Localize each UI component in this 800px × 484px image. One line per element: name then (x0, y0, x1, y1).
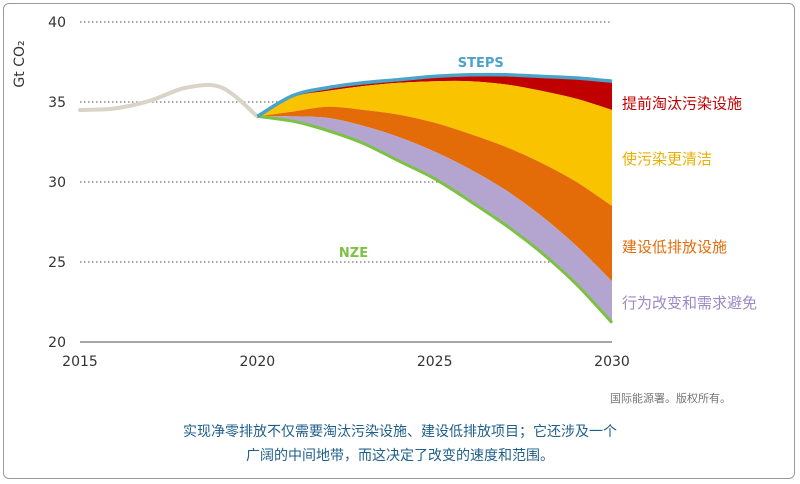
wedge-areas (257, 74, 612, 323)
nze-label: NZE (339, 246, 368, 261)
wedge-area-2 (257, 80, 612, 206)
wedge-label-1: 提前淘汰污染设施 (622, 94, 742, 112)
nze-line (257, 114, 614, 324)
steps-line (256, 72, 613, 118)
y-tick-label-40: 40 (48, 15, 66, 31)
x-tick-label-2030: 2030 (594, 354, 630, 370)
historical-line (78, 82, 260, 119)
y-tick-label-30: 30 (48, 175, 66, 191)
series-lines (78, 72, 614, 324)
y-tick-label-25: 25 (48, 255, 66, 271)
grid-lines (80, 21, 612, 263)
copyright-note: 国际能源署。版权所有。 (610, 392, 731, 405)
x-tick-label-2025: 2025 (417, 354, 453, 370)
wedge-label-4: 行为改变和需求避免 (622, 294, 757, 312)
y-axis-label: Gt CO₂ (12, 40, 28, 87)
wedge-label-2: 使污染更清洁 (622, 150, 712, 168)
y-tick-label-35: 35 (48, 95, 66, 111)
caption-line-2: 广阔的中间地带，而这决定了改变的速度和范围。 (246, 448, 554, 464)
wedge-area-4 (257, 116, 612, 323)
wedge-label-3: 建设低排放设施 (622, 238, 727, 256)
wedge-area-3 (257, 106, 612, 282)
x-tick-label-2015: 2015 (62, 354, 98, 370)
x-tick-label-2020: 2020 (240, 354, 276, 370)
y-tick-label-20: 20 (48, 335, 66, 351)
figure-caption: 实现净零排放不仅需要淘汰污染设施、建设低排放项目；它还涉及一个 广阔的中间地带，… (0, 420, 800, 468)
steps-label: STEPS (458, 56, 504, 71)
caption-line-1: 实现净零排放不仅需要淘汰污染设施、建设低排放项目；它还涉及一个 (183, 424, 617, 440)
